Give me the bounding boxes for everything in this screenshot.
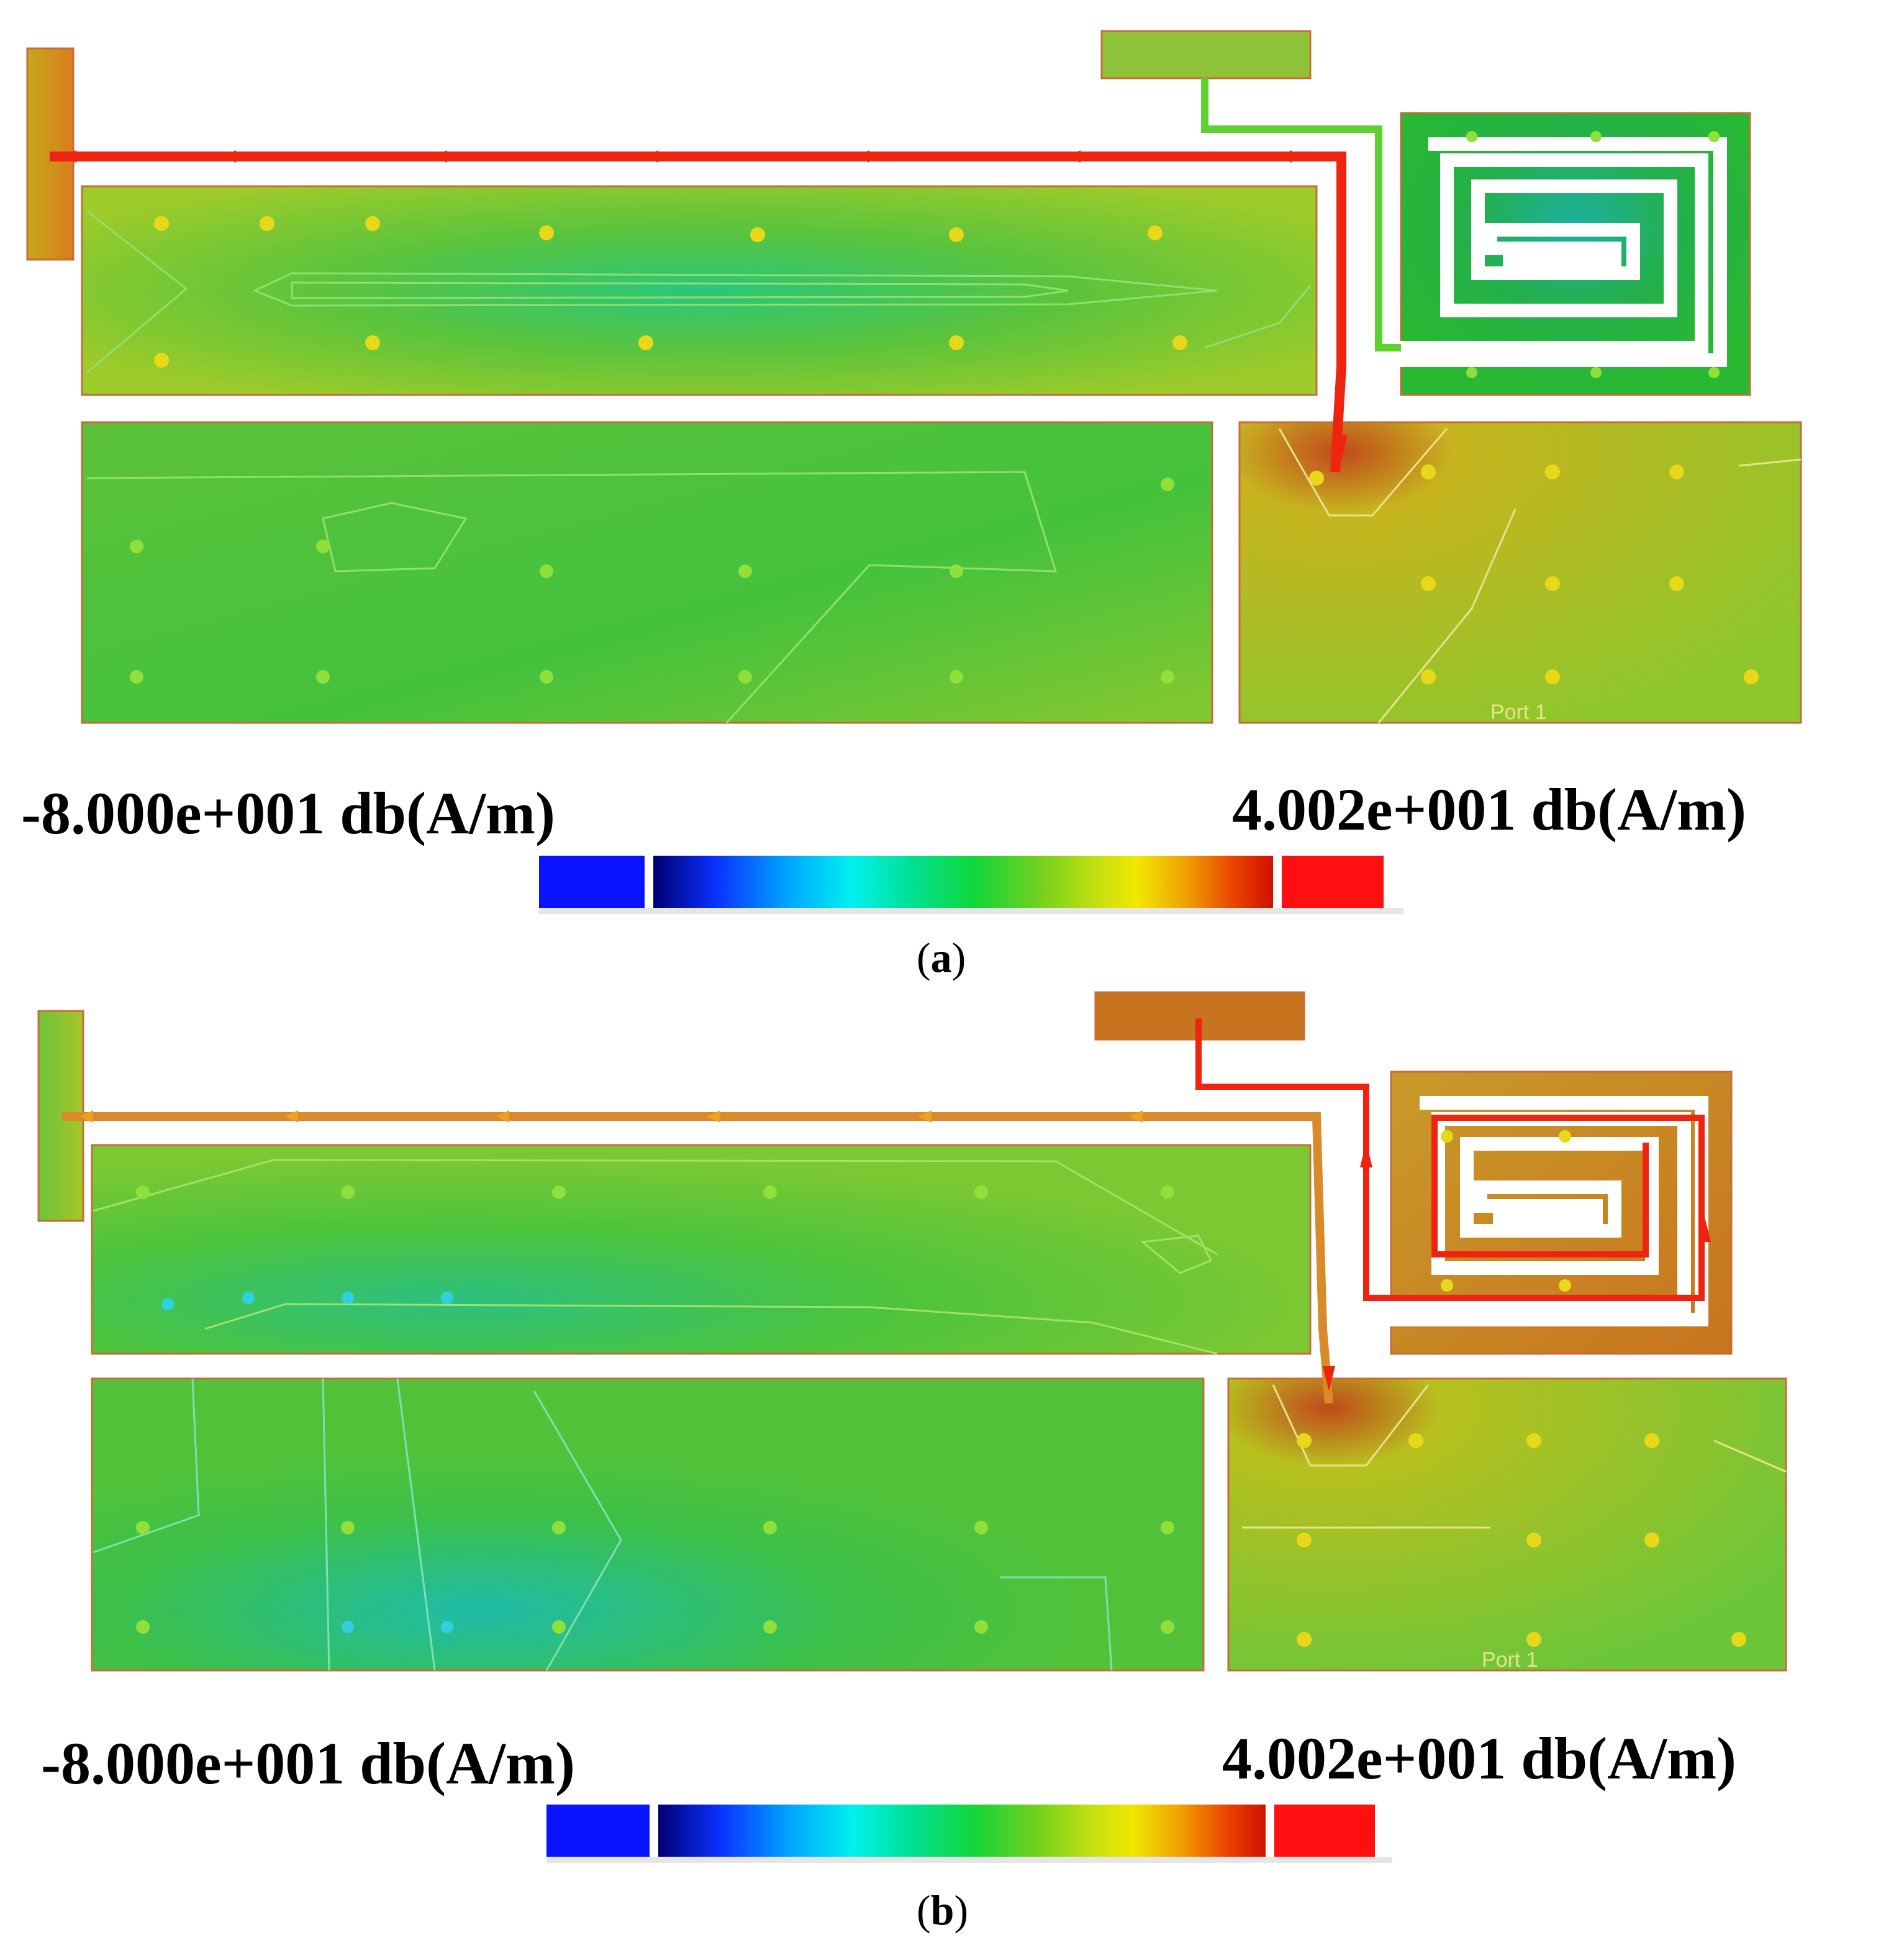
feed-line-red <box>1195 1018 1705 1301</box>
current-arrows-red <box>1323 1143 1711 1391</box>
field-plot-a: Port 1 <box>26 30 1806 724</box>
current-arrows-trace <box>75 150 1348 460</box>
colorbar-over-swatch <box>1274 1805 1375 1858</box>
small-pad-top <box>1100 30 1312 79</box>
panel-caption: (b) <box>917 1887 969 1934</box>
contour-lines-lower <box>93 1378 1113 1671</box>
colorbar-under-swatch <box>539 856 645 909</box>
colorbar-max-label: 4.002e+001 db(A/m) <box>1222 1725 1736 1792</box>
colorbar-gradient <box>653 856 1273 909</box>
field-arrows <box>1297 1130 1746 1647</box>
colorbar-gradient <box>658 1805 1266 1858</box>
panel-caption: (a) <box>917 934 966 981</box>
colorbar-max-label: 4.002e+001 db(A/m) <box>1232 776 1746 843</box>
panel-a: Port 1 -8.000e+001 db(A/m) 4.002e+001 db… <box>21 30 1806 981</box>
field-arrows-green <box>136 1185 1174 1634</box>
gap-horizontal <box>73 397 1806 421</box>
contour-lines-port <box>1242 1384 1787 1529</box>
contour-lines <box>93 1159 1218 1355</box>
lower-left-patch <box>81 421 1213 724</box>
colorbar-under-swatch <box>546 1805 650 1858</box>
colorbar-min-label: -8.000e+001 db(A/m) <box>41 1730 575 1796</box>
port-patch <box>1227 1377 1787 1672</box>
field-arrows <box>154 216 1759 684</box>
panel-b: Port 1 -8.000e+001 db(A/m) 4.002e+001 db… <box>0 981 1904 1948</box>
contour-lines-lower <box>86 471 1058 724</box>
upper-left-patch <box>81 185 1318 396</box>
gap-horizontal <box>83 1356 1797 1377</box>
current-arrows-trace <box>79 1110 1143 1123</box>
feed-line-green <box>1201 78 1401 351</box>
colorbar-min-label: -8.000e+001 db(A/m) <box>21 780 555 846</box>
spiral-gaps <box>1368 1096 1708 1326</box>
contour-lines <box>86 210 1312 374</box>
colorbar-shadow <box>539 908 1403 914</box>
colorbar-over-swatch <box>1282 856 1384 909</box>
port-label: Port 1 <box>1482 1648 1538 1672</box>
contour-lines-port <box>1278 428 1802 723</box>
current-path-trace <box>50 152 1346 473</box>
port-patch <box>1238 421 1802 724</box>
spiral-gaps <box>1378 137 1727 367</box>
upper-left-patch <box>91 1144 1312 1355</box>
field-plot-b: Port 1 <box>37 991 1797 1672</box>
field-arrows-cyan <box>161 1292 453 1633</box>
port-label: Port 1 <box>1490 700 1547 724</box>
colorbar-shadow <box>546 1857 1392 1863</box>
lower-left-patch <box>91 1377 1205 1672</box>
field-arrows-green <box>130 131 1720 684</box>
